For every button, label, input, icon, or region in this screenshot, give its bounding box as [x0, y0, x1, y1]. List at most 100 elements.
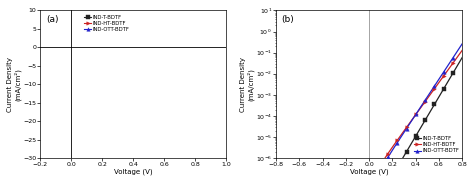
IND-HT-BDTF — [168, 161, 174, 163]
IND-OTT-BDTF — [64, 161, 69, 163]
IND-HT-BDTF — [376, 167, 382, 170]
IND-HT-BDTF — [155, 161, 161, 163]
IND-HT-BDTF — [195, 161, 201, 163]
Line: IND-OTT-BDTF: IND-OTT-BDTF — [274, 56, 455, 181]
IND-OTT-BDTF — [90, 161, 96, 163]
IND-OTT-BDTF — [301, 178, 307, 180]
IND-T-BDTF — [310, 178, 316, 180]
IND-OTT-BDTF — [404, 127, 410, 130]
IND-T-BDTF — [283, 178, 288, 180]
Line: IND-T-BDTF: IND-T-BDTF — [274, 71, 455, 181]
IND-OTT-BDTF — [338, 178, 344, 180]
IND-T-BDTF — [422, 119, 428, 121]
IND-HT-BDTF — [129, 161, 135, 163]
IND-OTT-BDTF — [329, 178, 335, 180]
IND-T-BDTF — [338, 178, 344, 180]
IND-T-BDTF — [37, 161, 43, 163]
IND-OTT-BDTF — [221, 161, 227, 163]
IND-OTT-BDTF — [385, 156, 391, 158]
IND-T-BDTF — [413, 135, 419, 137]
IND-OTT-BDTF — [432, 85, 438, 87]
IND-T-BDTF — [273, 178, 279, 180]
IND-T-BDTF — [51, 161, 56, 163]
IND-T-BDTF — [301, 178, 307, 180]
IND-T-BDTF — [182, 161, 187, 163]
IND-T-BDTF — [357, 178, 363, 180]
IND-OTT-BDTF — [116, 161, 122, 163]
IND-HT-BDTF — [77, 161, 82, 163]
IND-OTT-BDTF — [182, 161, 187, 163]
Legend: IND-T-BDTF, IND-HT-BDTF, IND-OTT-BDTF: IND-T-BDTF, IND-HT-BDTF, IND-OTT-BDTF — [414, 136, 459, 154]
IND-HT-BDTF — [441, 75, 447, 77]
IND-T-BDTF — [441, 88, 447, 90]
IND-OTT-BDTF — [310, 178, 316, 180]
IND-T-BDTF — [77, 161, 82, 163]
IND-T-BDTF — [320, 178, 326, 180]
IND-T-BDTF — [221, 161, 227, 163]
IND-HT-BDTF — [273, 178, 279, 180]
IND-T-BDTF — [129, 161, 135, 163]
Text: (a): (a) — [46, 15, 58, 24]
IND-OTT-BDTF — [37, 161, 43, 163]
IND-HT-BDTF — [283, 178, 288, 180]
IND-OTT-BDTF — [283, 178, 288, 180]
IND-OTT-BDTF — [51, 161, 56, 163]
IND-OTT-BDTF — [413, 113, 419, 115]
IND-HT-BDTF — [320, 178, 326, 180]
IND-HT-BDTF — [432, 88, 438, 90]
IND-T-BDTF — [195, 161, 201, 163]
IND-T-BDTF — [64, 161, 69, 163]
IND-HT-BDTF — [103, 161, 109, 163]
IND-HT-BDTF — [221, 161, 227, 163]
IND-HT-BDTF — [348, 178, 354, 180]
IND-T-BDTF — [376, 178, 382, 180]
IND-T-BDTF — [385, 178, 391, 180]
IND-T-BDTF — [116, 161, 122, 163]
IND-OTT-BDTF — [142, 161, 148, 163]
IND-OTT-BDTF — [320, 178, 326, 180]
IND-T-BDTF — [90, 161, 96, 163]
IND-T-BDTF — [450, 72, 456, 74]
Text: (b): (b) — [282, 15, 294, 24]
Y-axis label: Current Density
(mA/cm²): Current Density (mA/cm²) — [240, 57, 255, 112]
IND-HT-BDTF — [338, 178, 344, 180]
IND-OTT-BDTF — [348, 178, 354, 180]
IND-OTT-BDTF — [441, 71, 447, 73]
IND-OTT-BDTF — [273, 178, 279, 180]
IND-HT-BDTF — [357, 178, 363, 180]
Line: IND-HT-BDTF: IND-HT-BDTF — [38, 160, 225, 163]
IND-HT-BDTF — [366, 178, 372, 180]
IND-HT-BDTF — [413, 113, 419, 116]
IND-T-BDTF — [155, 161, 161, 163]
IND-HT-BDTF — [450, 62, 456, 64]
IND-OTT-BDTF — [450, 57, 456, 59]
IND-OTT-BDTF — [129, 161, 135, 163]
IND-HT-BDTF — [64, 161, 69, 163]
IND-T-BDTF — [432, 103, 438, 106]
IND-HT-BDTF — [51, 161, 56, 163]
X-axis label: Voltage (V): Voltage (V) — [350, 169, 388, 175]
IND-OTT-BDTF — [208, 161, 213, 163]
IND-T-BDTF — [103, 161, 109, 163]
Line: IND-HT-BDTF: IND-HT-BDTF — [274, 61, 455, 181]
IND-OTT-BDTF — [77, 161, 82, 163]
IND-HT-BDTF — [90, 161, 96, 163]
IND-T-BDTF — [404, 151, 410, 153]
IND-T-BDTF — [366, 178, 372, 180]
IND-HT-BDTF — [37, 161, 43, 163]
Line: IND-T-BDTF: IND-T-BDTF — [38, 160, 225, 163]
IND-OTT-BDTF — [422, 99, 428, 101]
IND-HT-BDTF — [116, 161, 122, 163]
IND-OTT-BDTF — [366, 178, 372, 180]
IND-OTT-BDTF — [195, 161, 201, 163]
IND-HT-BDTF — [142, 161, 148, 163]
IND-OTT-BDTF — [155, 161, 161, 163]
IND-T-BDTF — [168, 161, 174, 163]
IND-HT-BDTF — [385, 153, 391, 155]
IND-OTT-BDTF — [103, 161, 109, 163]
IND-OTT-BDTF — [168, 161, 174, 163]
IND-HT-BDTF — [292, 178, 298, 180]
IND-HT-BDTF — [404, 126, 410, 128]
IND-T-BDTF — [208, 161, 213, 163]
IND-T-BDTF — [292, 178, 298, 180]
